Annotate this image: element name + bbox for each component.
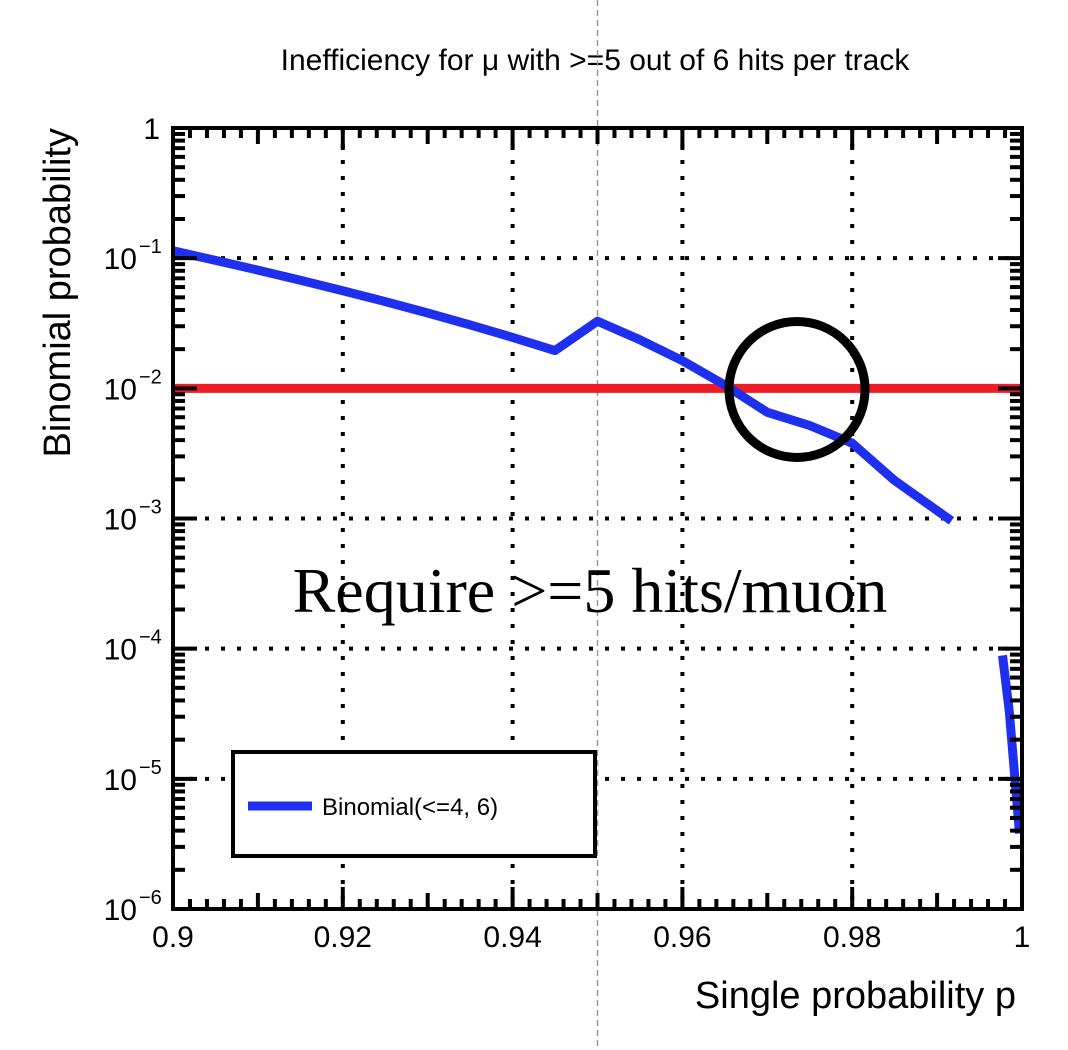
y-tick-label: 10 (104, 504, 137, 537)
y-tick-label: 10 (104, 894, 137, 927)
x-tick-label: 0.94 (483, 921, 541, 954)
y-tick-labels: 10 −610 −510 −410 −310 −210 −11 (104, 113, 162, 927)
y-tick-label: 10 (104, 373, 137, 406)
y-tick-exponent: −2 (139, 366, 162, 388)
y-tick-label: 10 (104, 634, 137, 667)
x-axis-label: Single probability p (695, 975, 1016, 1017)
annotation-text: Require >=5 hits/muon (293, 555, 888, 626)
series-line (172, 246, 955, 525)
y-tick-exponent: −3 (139, 497, 162, 519)
y-tick-exponent: −6 (139, 887, 162, 909)
chart-title: Inefficiency for μ with >=5 out of 6 hit… (281, 44, 911, 77)
x-tick-label: 0.98 (823, 921, 881, 954)
y-tick-exponent: −5 (139, 757, 162, 779)
y-tick-exponent: −4 (139, 627, 162, 649)
x-tick-label: 0.92 (314, 921, 372, 954)
series-group (172, 246, 1024, 834)
legend: Binomial(<=4, 6) (231, 750, 597, 858)
legend-label: Binomial(<=4, 6) (322, 794, 498, 821)
x-tick-label: 0.96 (653, 921, 711, 954)
y-axis-label: Binomial probability (37, 128, 79, 458)
y-tick-label: 1 (143, 113, 160, 146)
x-tick-label: 0.9 (152, 921, 194, 954)
x-tick-labels: 0.9 0.92 0.94 0.96 0.98 1 (152, 921, 1030, 954)
x-tick-label: 1 (1014, 921, 1031, 954)
y-tick-exponent: −1 (139, 236, 162, 258)
highlight-circle (724, 316, 870, 462)
y-tick-label: 10 (104, 243, 137, 276)
y-tick-label: 10 (104, 764, 137, 797)
axis-ticks (171, 126, 1024, 911)
